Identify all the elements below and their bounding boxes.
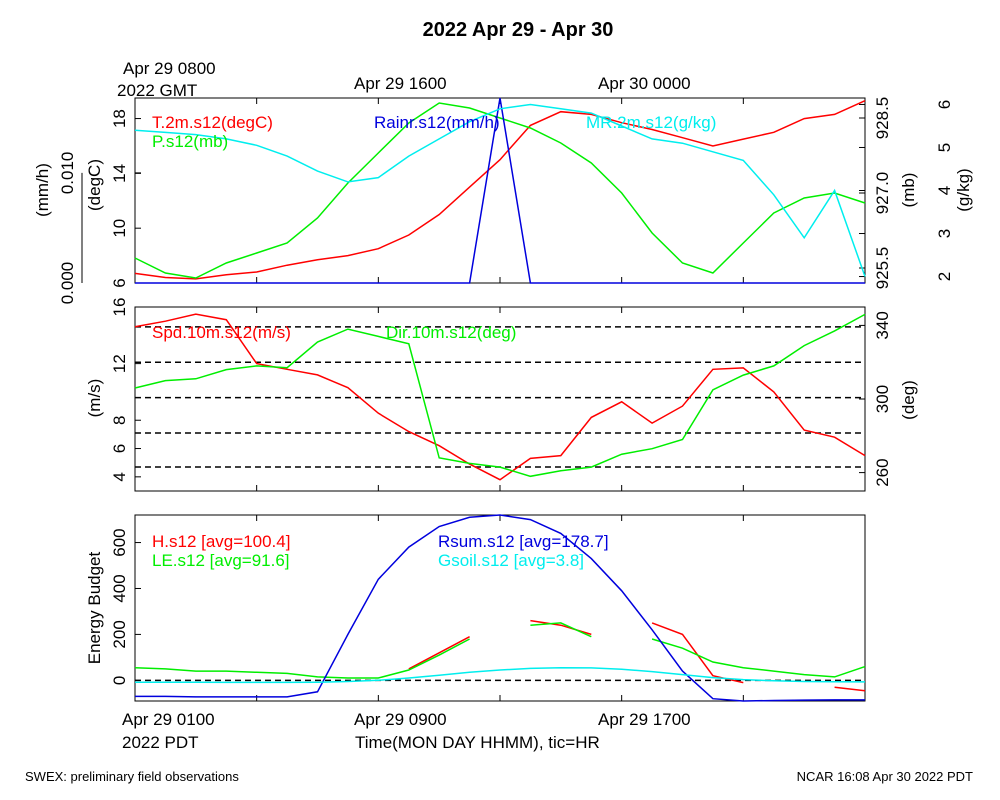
y-tick-label: 600: [110, 528, 129, 556]
pdt-label-mid: Apr 29 0900: [354, 710, 447, 729]
legend-net-radiation: Rsum.s12 [avg=178.7]: [438, 532, 609, 551]
axis-tick-labels: 0.000 0.010 6 10 14 18 925.5 927.0 928.5 2 3 4 5 6 4 6 8…: [58, 97, 954, 685]
y-tick-label: 4: [935, 186, 954, 195]
y-tick-label: 14: [110, 164, 129, 183]
data-series: [134, 97, 866, 702]
series-line: [651, 638, 866, 678]
series-line: [530, 622, 592, 638]
y-tick-label: 927.0: [873, 172, 892, 215]
y-tick-label: 4: [110, 472, 129, 481]
y-tick-label: 12: [110, 354, 129, 373]
series-line: [135, 514, 865, 702]
legend-temperature: T.2m.s12(degC): [152, 113, 273, 132]
y-tick-label: 200: [110, 620, 129, 648]
y-tick-label: 2: [935, 272, 954, 281]
series-line: [134, 313, 866, 481]
pdt-label-end: Apr 29 1700: [598, 710, 691, 729]
series-line: [134, 313, 866, 478]
mr-axis-label: (g/kg): [954, 168, 973, 211]
legend-wind-direction: Dir.10m.s12(deg): [386, 323, 516, 342]
series-line: [134, 103, 866, 277]
speed-axis-label: (m/s): [85, 379, 104, 418]
series-line: [135, 666, 866, 684]
x-axis-title: Time(MON DAY HHMM), tic=HR: [355, 733, 600, 752]
y-tick-label: 340: [873, 311, 892, 339]
gmt-label-mid: Apr 29 1600: [354, 74, 447, 93]
direction-axis-label: (deg): [899, 380, 918, 420]
series-line: [135, 97, 865, 284]
reference-lines: [135, 326, 865, 682]
press-axis-label: (mb): [899, 173, 918, 208]
temp-axis-label: (degC): [85, 159, 104, 211]
chart-title: 2022 Apr 29 - Apr 30: [423, 19, 614, 41]
y-tick-label: 400: [110, 574, 129, 602]
y-tick-label: 260: [873, 458, 892, 486]
y-tick-label: 6: [110, 444, 129, 453]
footer-source: SWEX: preliminary field observations: [25, 769, 239, 784]
legend-latent-heat: LE.s12 [avg=91.6]: [152, 551, 290, 570]
footer-timestamp: NCAR 16:08 Apr 30 2022 PDT: [797, 769, 973, 784]
y-tick-label: 5: [935, 143, 954, 152]
y-tick-label: 18: [110, 109, 129, 128]
legend-soil-heat: Gsoil.s12 [avg=3.8]: [438, 551, 584, 570]
y-tick-label: 3: [935, 229, 954, 238]
y-tick-label: 6: [935, 100, 954, 109]
y-tick-label: 10: [110, 219, 129, 238]
legend-pressure: P.s12(mb): [152, 132, 228, 151]
pdt-label-year: 2022 PDT: [122, 733, 199, 752]
series-line: [408, 636, 470, 670]
series-line: [134, 102, 866, 279]
axis-ticks: [81, 98, 866, 701]
energy-axis-label: Energy Budget: [85, 551, 104, 664]
series-line: [134, 638, 470, 679]
y-tick-label: 6: [110, 278, 129, 287]
series-line: [134, 100, 866, 280]
rain-axis-label: (mm/h): [33, 163, 52, 217]
y-tick-label: 925.5: [873, 247, 892, 290]
legend-sensible-heat: H.s12 [avg=100.4]: [152, 532, 290, 551]
legend-rain-rate: Rainr.s12(mm/h): [374, 113, 500, 132]
legend-mixing-ratio: MR.2m.s12(g/kg): [586, 113, 716, 132]
y-tick-label: 0.000: [58, 262, 77, 305]
pdt-label-start: Apr 29 0100: [122, 710, 215, 729]
gmt-label-year: 2022 GMT: [117, 81, 197, 100]
y-tick-label: 0.010: [58, 152, 77, 195]
gmt-label-end: Apr 30 0000: [598, 74, 691, 93]
series-line: [834, 686, 866, 692]
y-tick-label: 300: [873, 385, 892, 413]
y-tick-label: 8: [110, 415, 129, 424]
legend-wind-speed: Spd.10m.s12(m/s): [152, 323, 291, 342]
y-tick-label: 0: [110, 676, 129, 685]
y-tick-label: 928.5: [873, 97, 892, 140]
gmt-label-start: Apr 29 0800: [123, 59, 216, 78]
y-tick-label: 16: [110, 298, 129, 317]
